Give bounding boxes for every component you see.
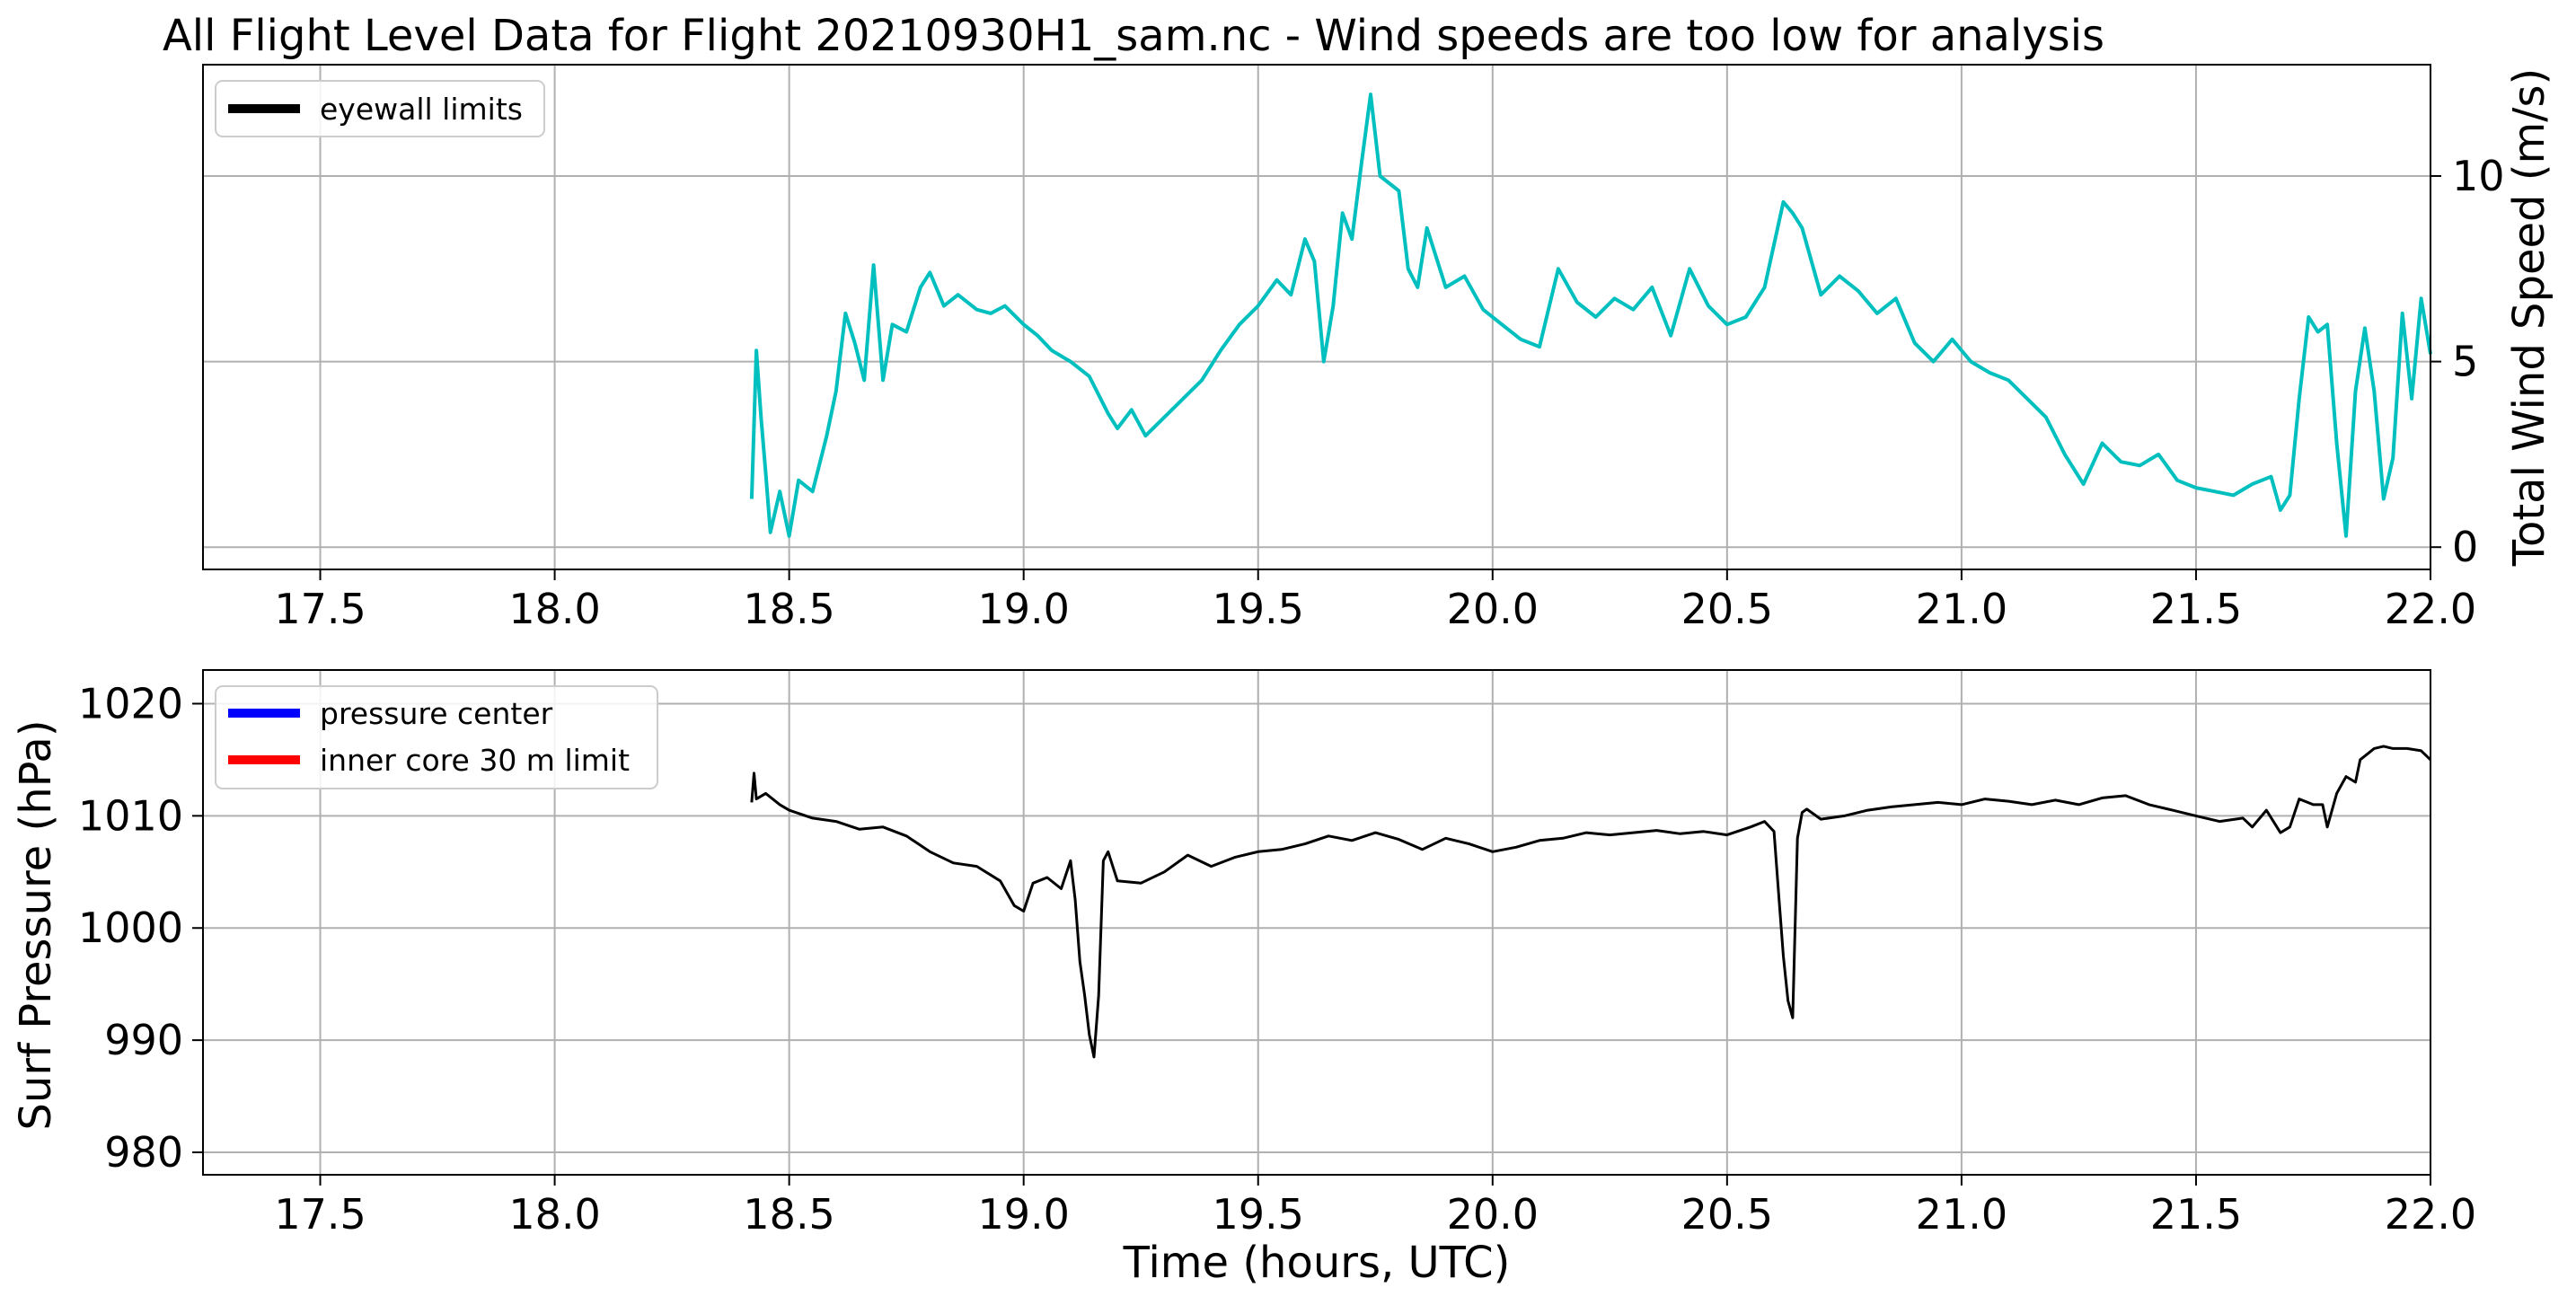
x-tick-label: 18.5 bbox=[743, 585, 834, 633]
y-tick-label: 5 bbox=[2452, 338, 2478, 386]
wind-speed-panel: All Flight Level Data for Flight 2021093… bbox=[163, 11, 2554, 633]
x-tick-label: 19.5 bbox=[1213, 1190, 1304, 1239]
pressure-y-axis-label: Surf Pressure (hPa) bbox=[11, 719, 61, 1130]
y-tick-label: 990 bbox=[104, 1016, 183, 1064]
y-tick-label: 1010 bbox=[78, 791, 183, 840]
legend-label-pressure-center: pressure center bbox=[320, 696, 553, 731]
y-tick-label: 980 bbox=[104, 1128, 183, 1177]
wind-y-ticks: 0 5 10 bbox=[2430, 152, 2505, 571]
y-tick-label: 0 bbox=[2452, 523, 2478, 571]
pressure-y-ticks: 980 990 1000 1010 1020 bbox=[78, 679, 203, 1177]
x-tick-label: 21.0 bbox=[1916, 1190, 2007, 1239]
wind-series bbox=[749, 93, 2432, 538]
pressure-series bbox=[750, 745, 2432, 1059]
wind-legend: eyewall limits bbox=[215, 80, 545, 137]
wind-grid bbox=[203, 65, 2431, 569]
y-tick-label: 1000 bbox=[78, 904, 183, 952]
pressure-plot-frame bbox=[202, 669, 2431, 1176]
y-tick-label: 1020 bbox=[78, 679, 183, 727]
pressure-x-ticks: 17.5 18.0 18.5 19.0 19.5 20.0 20.5 21.0 21.5 22.0 bbox=[274, 1175, 2476, 1239]
x-axis-label: Time (hours, UTC) bbox=[1123, 1238, 1511, 1288]
x-tick-label: 17.5 bbox=[274, 1190, 366, 1239]
x-tick-label: 19.0 bbox=[977, 585, 1069, 633]
x-tick-label: 18.0 bbox=[508, 1190, 600, 1239]
x-tick-label: 21.5 bbox=[2150, 585, 2242, 633]
series-line bbox=[749, 93, 2432, 538]
legend-label-eyewall-limits: eyewall limits bbox=[320, 92, 523, 127]
x-tick-label: 20.5 bbox=[1681, 585, 1773, 633]
wind-y-axis-label: Total Wind Speed (m/s) bbox=[2504, 68, 2554, 567]
x-tick-label: 21.5 bbox=[2150, 1190, 2242, 1239]
series-line bbox=[750, 745, 2432, 1059]
pressure-legend-box bbox=[215, 685, 658, 789]
x-tick-label: 18.0 bbox=[508, 585, 600, 633]
x-tick-label: 21.0 bbox=[1916, 585, 2007, 633]
wind-plot-frame bbox=[202, 64, 2431, 570]
x-tick-label: 20.0 bbox=[1447, 585, 1539, 633]
chart-title: All Flight Level Data for Flight 2021093… bbox=[163, 11, 2104, 61]
x-tick-label: 20.0 bbox=[1447, 1190, 1539, 1239]
x-tick-label: 19.0 bbox=[977, 1190, 1069, 1239]
x-tick-label: 19.5 bbox=[1213, 585, 1304, 633]
x-tick-label: 20.5 bbox=[1681, 1190, 1773, 1239]
x-tick-label: 18.5 bbox=[743, 1190, 834, 1239]
wind-legend-box bbox=[215, 80, 545, 137]
x-tick-label: 22.0 bbox=[2385, 585, 2476, 633]
x-tick-label: 17.5 bbox=[274, 585, 366, 633]
x-tick-label: 22.0 bbox=[2385, 1190, 2476, 1239]
y-tick-label: 10 bbox=[2452, 152, 2505, 200]
legend-label-inner-core-limit: inner core 30 m limit bbox=[320, 743, 630, 778]
pressure-panel: 17.5 18.0 18.5 19.0 19.5 20.0 20.5 21.0 21.5 22.0… bbox=[11, 669, 2476, 1288]
wind-x-ticks: 17.5 18.0 18.5 19.0 19.5 20.0 20.5 21.0 21.5 22.0 bbox=[274, 569, 2476, 633]
pressure-legend: pressure center inner core 30 m limit bbox=[215, 685, 658, 789]
